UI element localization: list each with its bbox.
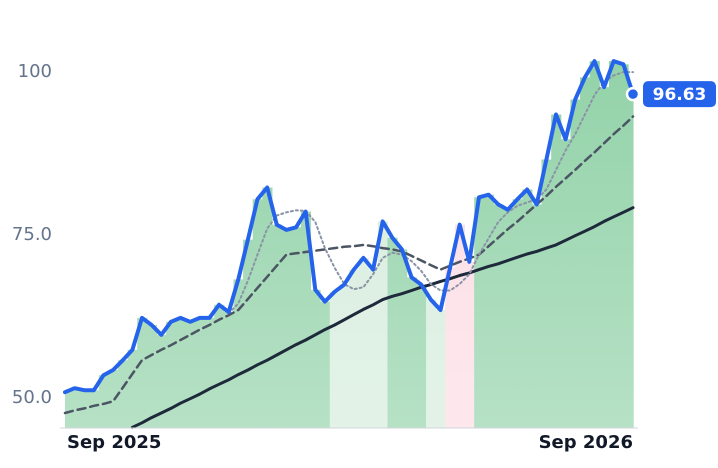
area-fade [65,20,633,428]
series-line [130,206,635,429]
x-tick-label: Sep 2025 [67,432,161,453]
series-line [63,59,635,395]
y-tick-label: 50.0 [12,387,52,408]
x-tick-label: Sep 2026 [539,432,633,453]
last-value-badge [643,81,716,108]
last-point [625,86,641,102]
series-line [227,71,634,315]
y-tick-label: 75.0 [12,224,52,245]
y-tick-label: 100 [18,61,52,82]
last-value-label: 96.63 [653,85,707,105]
